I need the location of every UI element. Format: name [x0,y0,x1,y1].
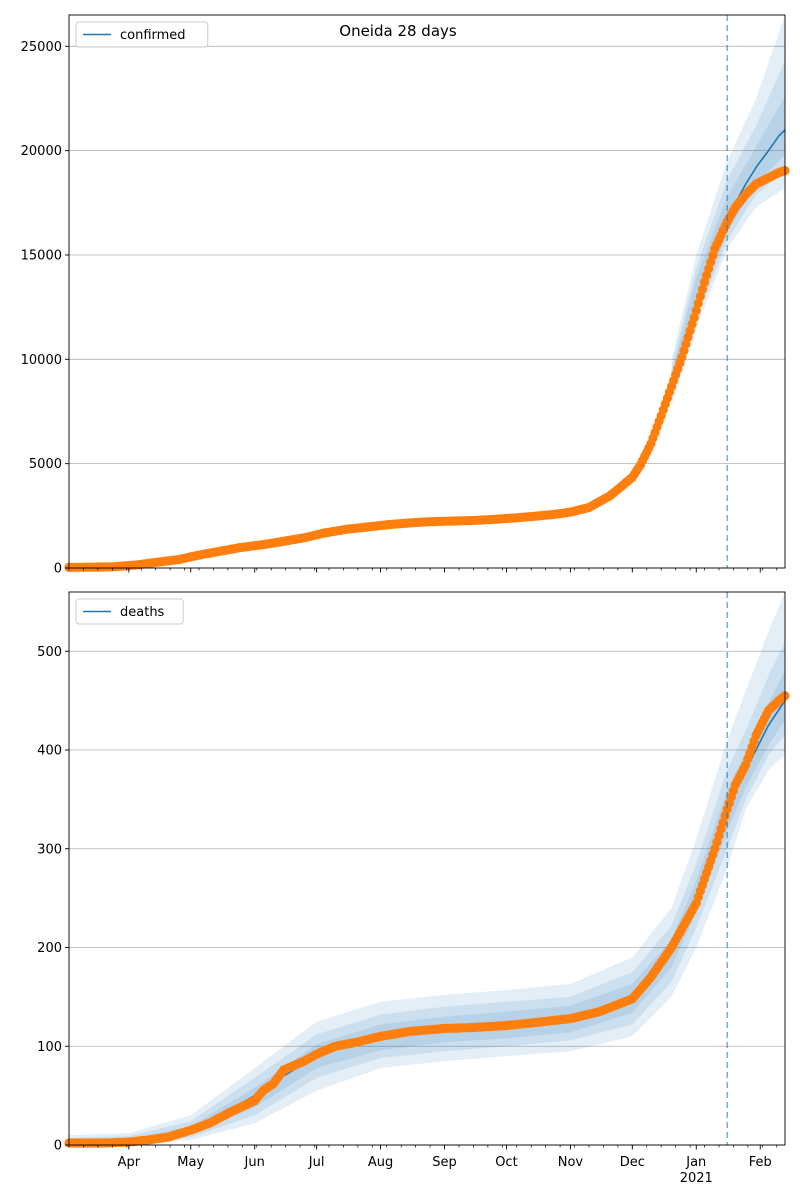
y-tick-label: 15000 [21,248,62,263]
x-tick-label: Nov [558,1155,584,1170]
y-tick-label: 300 [37,842,62,857]
uncertainty-band-2 [671,96,785,393]
y-tick-label: 0 [54,562,62,577]
y-tick-label: 20000 [21,144,62,159]
y-tick-label: 0 [54,1139,62,1154]
legend: confirmed [75,21,209,48]
axes-frame [68,591,786,1146]
y-tick-label: 400 [37,744,62,759]
legend: deaths [75,598,184,625]
y-tick-label: 5000 [29,457,62,472]
x-tick-label: Feb [749,1155,772,1170]
observed-point [691,305,701,316]
x-tick-label: Jan [685,1155,706,1170]
x-year-label: 2021 [680,1171,713,1186]
x-tick-label: May [177,1155,204,1170]
y-tick-label: 10000 [21,353,62,368]
observed-point [695,291,706,301]
x-tick-label: Jul [308,1155,325,1170]
legend-box [75,598,184,625]
observed-point [689,313,699,323]
legend-label: confirmed [120,28,186,43]
y-tick-label: 500 [37,645,62,660]
uncertainty-band-1 [69,641,785,1145]
observed-point [697,284,708,294]
y-tick-label: 25000 [21,40,62,55]
axes-frame [68,14,786,569]
x-tick-label: Sep [432,1155,457,1170]
x-tick-label: Apr [118,1155,141,1170]
deaths-panel: 0 100 200 300 400 500 Apr May Jun Jul Aug Sep Oct Nov… [37,591,790,1186]
confirmed-panel: 0 5000 10000 15000 20000 25000 confirmed [21,14,790,577]
x-tick-label: Jun [244,1155,265,1170]
observed-point [693,298,703,308]
uncertainty-band-0 [69,592,785,1145]
y-tick-label: 200 [37,941,62,956]
legend-label: deaths [120,605,165,620]
x-tick-label: Dec [620,1155,645,1170]
uncertainty-band-1 [671,60,785,400]
x-tick-label: Aug [368,1155,393,1170]
figure-title: Oneida 28 days [339,22,457,40]
x-tick-label: Oct [495,1155,517,1170]
legend-box [75,21,209,48]
y-tick-label: 100 [37,1040,62,1055]
